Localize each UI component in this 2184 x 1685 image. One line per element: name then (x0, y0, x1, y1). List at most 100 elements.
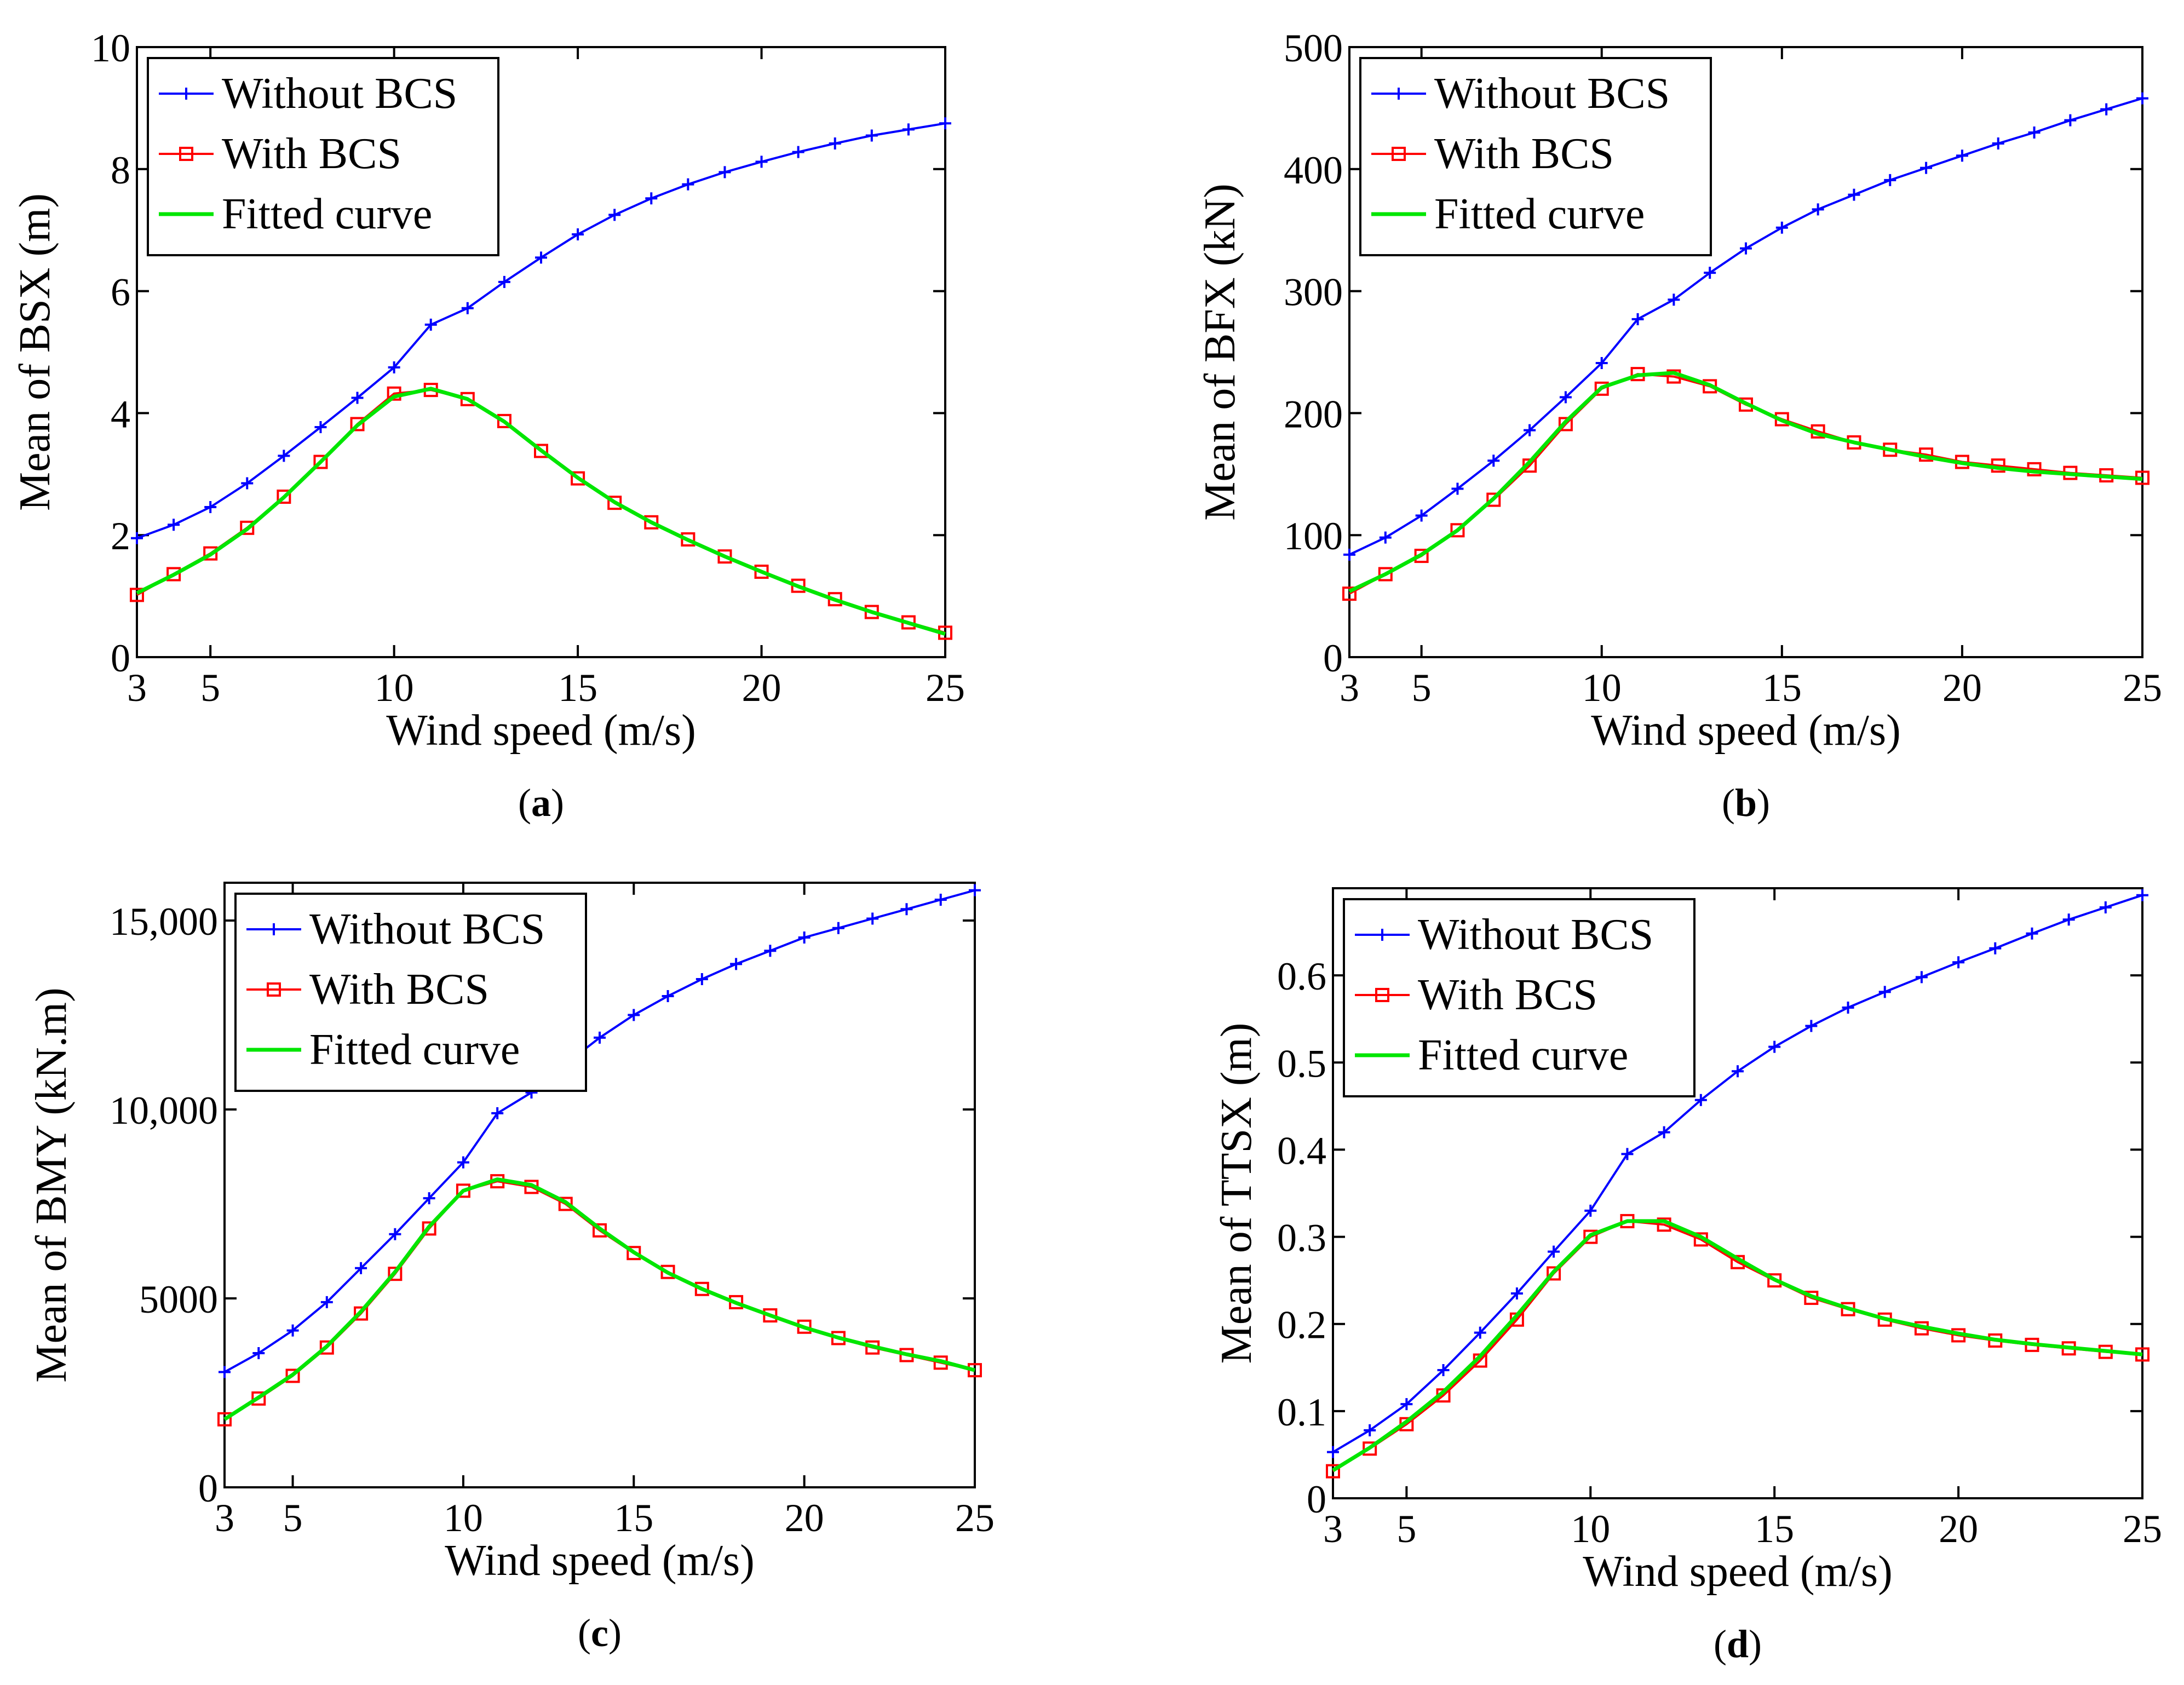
y-tick-label: 0 (1323, 636, 1343, 680)
legend-entry: Fitted curve (159, 190, 432, 238)
data-point (1915, 971, 1928, 984)
data-point (1343, 548, 1355, 561)
data-point (241, 477, 254, 490)
x-tick-label: 20 (1942, 666, 1982, 710)
series-with-bcs (130, 383, 952, 640)
series-with-bcs (1326, 1214, 2149, 1479)
y-tick-label: 5000 (139, 1278, 218, 1321)
y-tick-label: 0.6 (1277, 954, 1326, 998)
x-tick-label: 20 (785, 1496, 824, 1540)
chart-panel-a: 3 5 10 15 20 25 0 2 4 6 8 10 Wind speed (m/s) Mean of… (0, 0, 1092, 841)
legend: Without BCS With BCS Fitted curve (1343, 898, 1696, 1097)
y-tick-label: 0 (198, 1467, 218, 1510)
chart-c-svg: 3 5 10 15 20 25 0 5000 10,000 15,000 Wind speed (m… (27, 882, 995, 1655)
legend-entry: Without BCS (246, 905, 545, 953)
legend-entry: Fitted curve (1355, 1031, 1628, 1079)
data-point (866, 912, 879, 925)
data-point (627, 1246, 641, 1261)
data-point (319, 1340, 334, 1355)
data-point (902, 123, 915, 136)
data-point (166, 567, 181, 582)
plot-frame (1332, 887, 2143, 1499)
legend-label: Fitted curve (222, 190, 432, 238)
data-point (628, 1009, 640, 1021)
series-fitted-curve (1332, 1219, 2143, 1473)
data-point (491, 1107, 504, 1119)
data-point (1668, 294, 1680, 306)
data-point (1400, 1398, 1413, 1411)
caption-open: ( (578, 1611, 591, 1655)
data-point (1474, 1326, 1486, 1339)
series-with-bcs (217, 1174, 982, 1427)
series-without-bcs (219, 884, 981, 1378)
data-point (1732, 1065, 1744, 1078)
y-tick-label: 4 (111, 392, 130, 436)
y-tick-label: 15,000 (110, 900, 218, 944)
data-point (252, 1347, 265, 1360)
chart-panel-b: 3 5 10 15 20 25 0 100 200 300 400 500 Wind speed (m/… (1092, 0, 2184, 841)
y-tick-label: 0 (1307, 1477, 1326, 1521)
data-point (1584, 1204, 1597, 1217)
caption-close: ) (1749, 1622, 1762, 1666)
legend-entry: Without BCS (159, 70, 457, 118)
data-point (1379, 531, 1392, 544)
data-point (1451, 482, 1464, 495)
y-axis-label: Mean of BSX (m) (11, 193, 59, 511)
chart-d-svg: 3 5 10 15 20 25 0 0.1 0.2 0.3 0.4 0.5 0.6 Wind speed … (1212, 887, 2162, 1666)
data-point (607, 496, 622, 510)
y-tick-label: 0.1 (1277, 1390, 1326, 1434)
data-point (1775, 221, 1788, 234)
data-point (645, 192, 658, 205)
legend-entry: Fitted curve (1371, 190, 1645, 238)
data-point (1450, 523, 1465, 538)
data-point (498, 275, 510, 288)
data-point (1694, 1094, 1707, 1106)
data-point (286, 1324, 299, 1337)
legend-label: With BCS (1418, 971, 1597, 1019)
data-point (1559, 391, 1572, 404)
legend-label: Fitted curve (1434, 190, 1645, 238)
plot-frame (1348, 46, 2143, 658)
series-fitted-curve (223, 1177, 975, 1421)
data-point (1558, 417, 1573, 432)
data-point (719, 166, 731, 179)
data-point (240, 520, 255, 535)
data-point (1364, 1424, 1376, 1436)
y-tick-label: 100 (1284, 514, 1343, 558)
x-tick-label: 5 (200, 666, 220, 710)
data-point (558, 1197, 573, 1211)
legend: Without BCS With BCS Fitted curve (1359, 57, 1712, 256)
legend-marker (1375, 988, 1389, 1002)
series-fitted-curve (136, 387, 946, 636)
series-without-bcs (1343, 92, 2148, 561)
data-point (1437, 1364, 1450, 1377)
y-tick-label: 500 (1284, 26, 1343, 70)
series-line (136, 387, 946, 636)
data-point (939, 117, 951, 130)
caption-close: ) (608, 1611, 622, 1655)
legend: Without BCS With BCS Fitted curve (234, 893, 587, 1092)
data-point (660, 1264, 675, 1279)
x-tick-label: 20 (1939, 1507, 1978, 1551)
y-tick-label: 2 (111, 514, 130, 558)
data-point (755, 156, 768, 168)
series-without-bcs (131, 117, 951, 544)
data-point (1805, 1020, 1818, 1032)
data-point (1952, 956, 1965, 969)
data-point (1342, 586, 1357, 601)
x-tick-label: 15 (1755, 1507, 1794, 1551)
panel-caption: (b) (1722, 781, 1770, 825)
data-point (572, 228, 584, 240)
data-point (2099, 901, 2112, 914)
y-tick-label: 0.3 (1277, 1216, 1326, 1260)
data-point (1548, 1245, 1560, 1258)
y-axis-label: Mean of BFX (kN) (1196, 183, 1244, 520)
caption-open: ( (1722, 781, 1735, 825)
data-point (1920, 162, 1933, 174)
legend-label: Without BCS (1434, 70, 1670, 118)
data-point (1547, 1266, 1561, 1281)
data-point (1878, 986, 1891, 998)
x-axis-label: Wind speed (m/s) (386, 706, 696, 755)
data-point (2136, 889, 2148, 901)
data-point (1524, 424, 1536, 436)
